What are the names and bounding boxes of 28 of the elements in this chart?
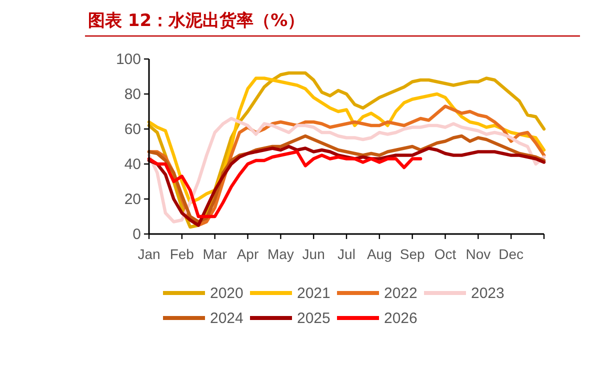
legend-label: 2023 xyxy=(471,285,504,302)
legend-label: 2026 xyxy=(384,310,418,327)
y-tick-label: 100 xyxy=(116,51,141,68)
y-tick-label: 0 xyxy=(132,226,141,243)
chart-title: 图表 12：水泥出货率（%） xyxy=(88,11,305,31)
x-tick-label: Nov xyxy=(466,246,491,262)
x-tick-label: Jun xyxy=(302,246,325,262)
x-tick-label: Mar xyxy=(202,246,228,262)
legend-label: 2025 xyxy=(297,310,330,327)
x-tick-label: Dec xyxy=(498,246,524,262)
x-tick-label: Oct xyxy=(434,246,456,262)
y-tick-label: 60 xyxy=(124,121,141,138)
line-series xyxy=(147,150,422,218)
x-tick-label: Jul xyxy=(338,246,356,262)
y-tick-label: 80 xyxy=(124,86,141,103)
legend-label: 2022 xyxy=(384,285,418,302)
x-tick-label: Aug xyxy=(366,246,392,262)
x-tick-label: Sep xyxy=(400,246,425,262)
line-series xyxy=(147,144,546,227)
legend-label: 2020 xyxy=(210,285,244,302)
legend-label: 2021 xyxy=(297,285,330,302)
x-tick-label: Jan xyxy=(138,246,160,262)
y-tick-label: 20 xyxy=(124,191,141,208)
x-tick-label: May xyxy=(267,246,294,262)
y-tick-label: 40 xyxy=(124,156,141,173)
x-tick-label: Feb xyxy=(170,246,194,262)
x-tick-label: Apr xyxy=(236,246,259,262)
legend-label: 2024 xyxy=(210,310,244,327)
